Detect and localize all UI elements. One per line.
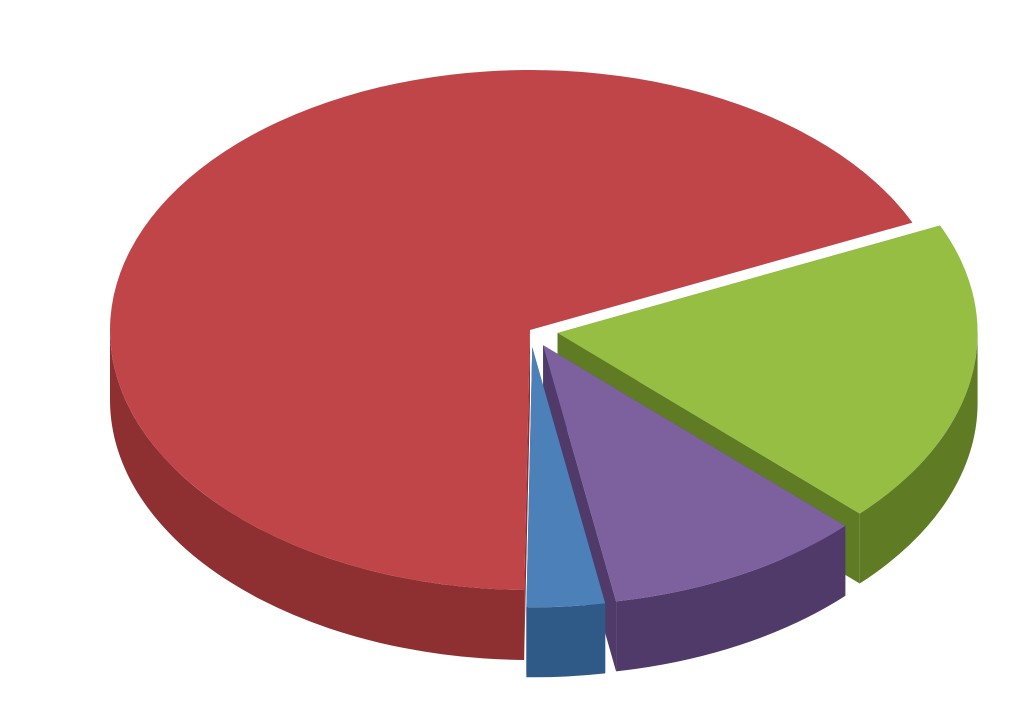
pie-3d-chart bbox=[0, 0, 1023, 724]
pie-svg bbox=[0, 0, 1023, 724]
slice-blue-outer-side bbox=[526, 603, 605, 677]
